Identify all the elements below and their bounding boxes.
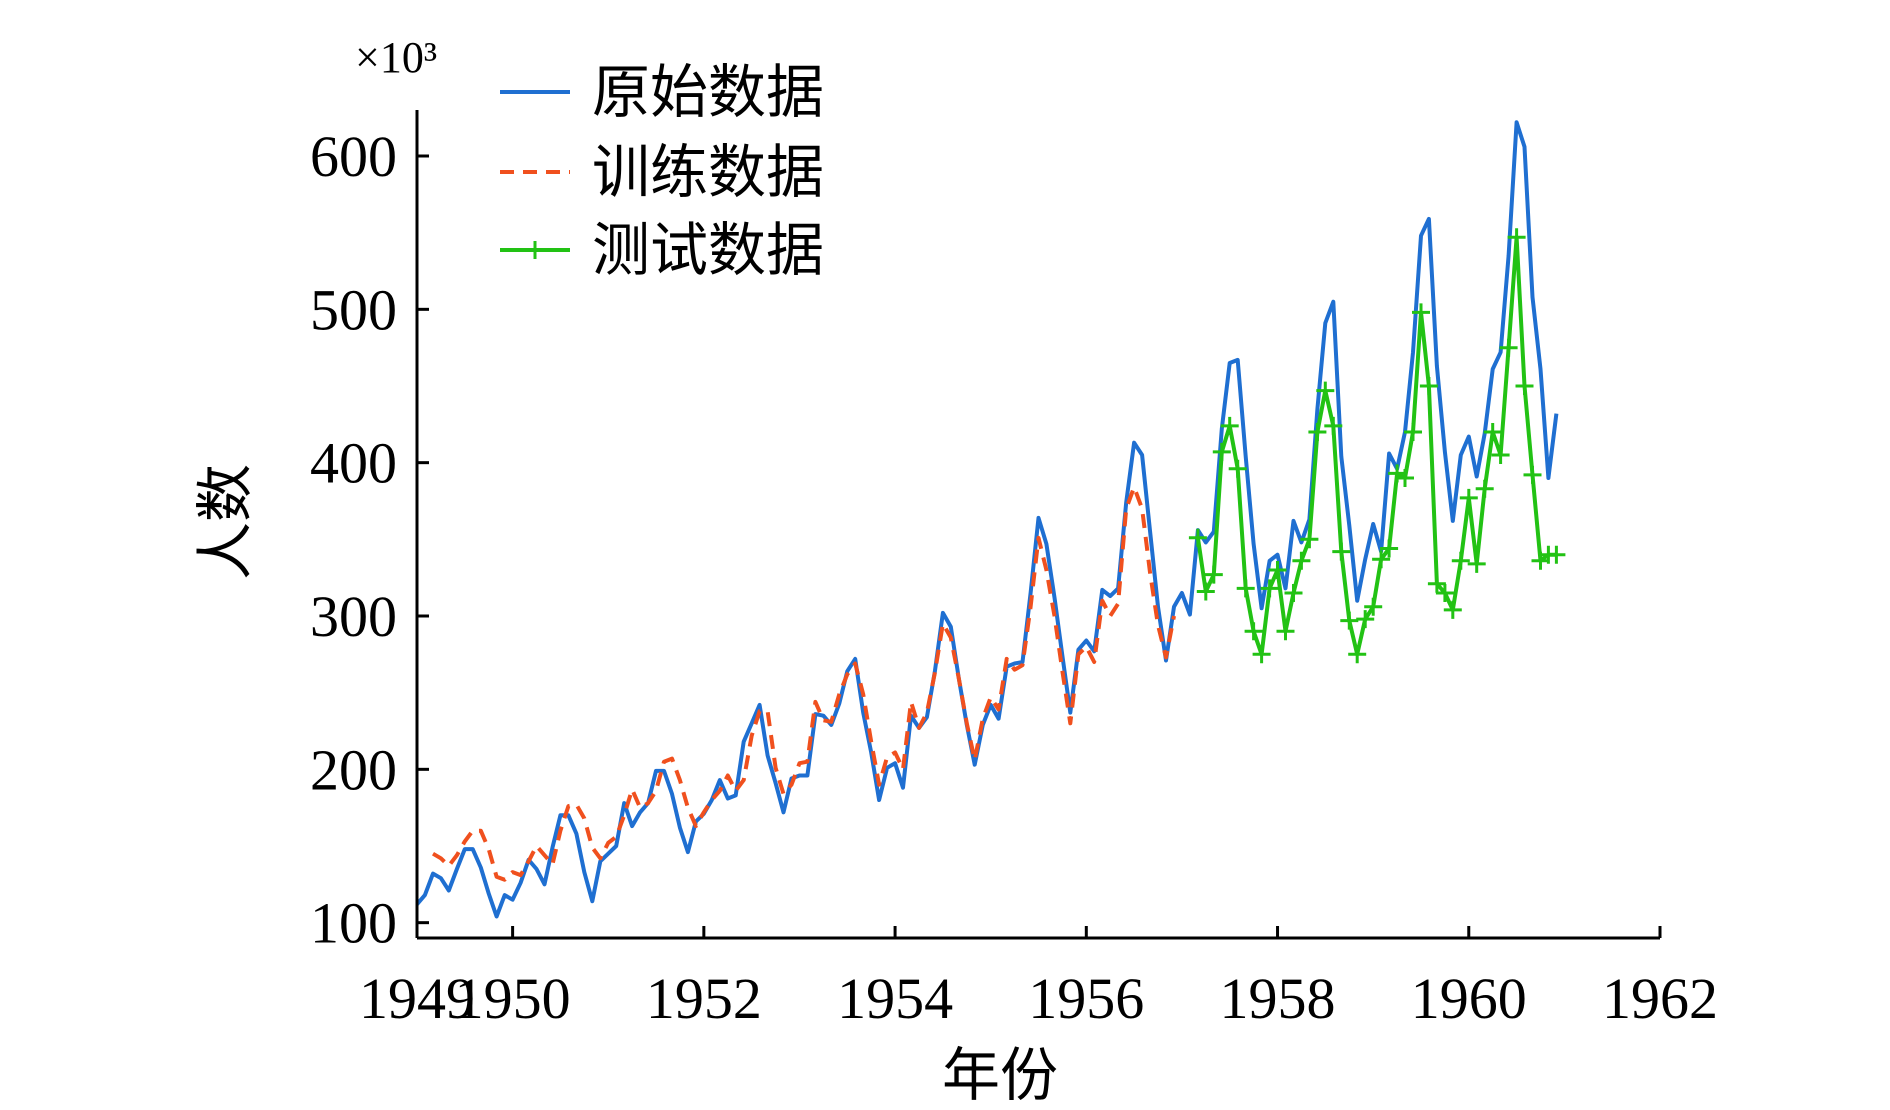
test-data-point <box>1515 377 1534 395</box>
series-training-line <box>431 485 1176 882</box>
test-data-point <box>1523 465 1542 484</box>
test-data-point <box>1228 459 1247 478</box>
test-data-point <box>1459 488 1478 507</box>
legend-item-training: 训练数据 <box>500 140 824 205</box>
test-data-point <box>1372 550 1391 569</box>
x-tick-label: 1952 <box>646 966 762 1031</box>
legend-item-original: 原始数据 <box>500 60 824 125</box>
x-tick-label: 1962 <box>1602 966 1718 1031</box>
x-axis-title: 年份 <box>942 1043 1058 1108</box>
series-layer <box>415 120 1566 919</box>
legend-label-training: 训练数据 <box>592 140 824 205</box>
test-data-point <box>1356 610 1375 629</box>
test-data-point <box>1412 303 1430 322</box>
test-data-point <box>1435 584 1454 602</box>
test-data-point <box>1188 528 1207 547</box>
x-tick-label: 1950 <box>455 966 571 1031</box>
test-data-point <box>1308 423 1327 441</box>
y-tick-label: 600 <box>310 124 397 189</box>
y-tick-label: 400 <box>310 431 397 496</box>
legend-label-test: 测试数据 <box>592 218 824 283</box>
test-data-point <box>1380 539 1399 558</box>
test-data-point <box>1443 600 1462 619</box>
test-data-point <box>1284 584 1303 602</box>
test-data-point <box>1547 545 1566 564</box>
test-data-point <box>1499 338 1518 357</box>
x-tick-label: 1949 <box>359 966 475 1031</box>
series-test-line <box>1195 235 1557 657</box>
test-data-point <box>1300 530 1319 549</box>
test-data-point <box>1196 582 1215 601</box>
y-tick-label: 500 <box>310 277 397 342</box>
y-scale-label: ×10³ <box>355 33 437 82</box>
test-data-point <box>1396 469 1414 487</box>
y-tick-label: 100 <box>310 891 397 956</box>
legend: 原始数据 训练数据 测试数据 <box>500 60 824 283</box>
test-data-point <box>1276 622 1295 641</box>
test-data-point <box>1268 561 1287 579</box>
x-tick-label: 1956 <box>1028 966 1144 1031</box>
y-ticks: 100 200 300 400 500 600 <box>310 124 429 956</box>
test-data-point <box>1364 597 1383 616</box>
test-data-point <box>1404 423 1422 441</box>
test-data-point <box>1507 228 1526 247</box>
test-data-point <box>1483 423 1502 441</box>
test-data-point <box>1236 579 1255 598</box>
test-data-point <box>1419 377 1438 395</box>
test-data-point <box>1324 416 1343 435</box>
test-data-point <box>1260 579 1279 598</box>
test-data-point <box>1332 542 1351 561</box>
y-tick-label: 200 <box>310 737 397 802</box>
legend-item-test: 测试数据 <box>500 218 824 283</box>
test-data-point <box>1316 381 1335 400</box>
test-data-point <box>1252 645 1271 664</box>
test-data-point <box>1244 622 1263 641</box>
test-data-point <box>1451 551 1470 570</box>
test-data-point <box>1467 554 1486 573</box>
x-tick-label: 1954 <box>837 966 953 1031</box>
y-tick-label: 300 <box>310 584 397 649</box>
test-data-point <box>1491 446 1510 464</box>
y-axis-title: 人数 <box>193 464 258 580</box>
series-original-line <box>415 120 1559 919</box>
test-data-point <box>1427 574 1446 593</box>
test-data-point <box>1220 416 1239 435</box>
legend-marker-test <box>526 241 544 259</box>
test-data-point <box>1348 645 1367 664</box>
test-data-point <box>1388 464 1407 483</box>
legend-label-original: 原始数据 <box>592 60 824 125</box>
test-data-point <box>1204 565 1223 584</box>
test-data-point <box>1212 442 1231 461</box>
test-data-point <box>1475 479 1494 498</box>
x-tick-label: 1958 <box>1220 966 1336 1031</box>
test-data-point <box>1340 611 1359 630</box>
test-data-point <box>1292 551 1311 570</box>
x-tick-label: 1960 <box>1411 966 1527 1031</box>
